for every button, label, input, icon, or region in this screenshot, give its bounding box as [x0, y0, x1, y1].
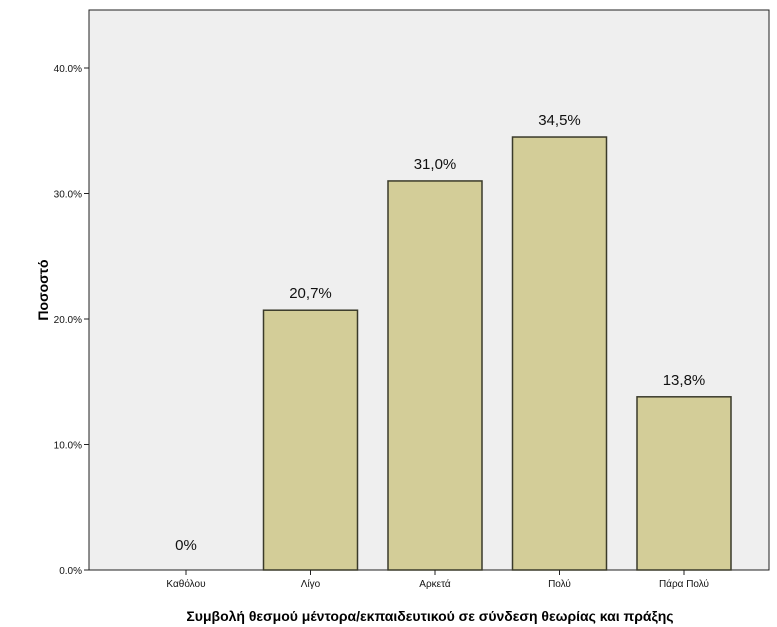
- bar: [636, 396, 732, 571]
- x-category-label: Καθόλου: [166, 578, 205, 590]
- data-label: 0%: [175, 537, 197, 554]
- y-tick-label: 20.0%: [54, 315, 82, 326]
- bar: [262, 309, 359, 571]
- bar: [387, 180, 483, 571]
- y-tick-label: 40.0%: [54, 64, 82, 75]
- data-labels: 0% 20,7% 31,0% 34,5% 13,8%: [175, 112, 705, 554]
- x-category-label: Λίγο: [301, 578, 321, 590]
- x-axis-category-labels: Καθόλου Λίγο Αρκετά Πολύ Πάρα Πολύ: [166, 570, 709, 590]
- data-label: 34,5%: [538, 112, 581, 129]
- x-category-label: Αρκετά: [419, 578, 451, 590]
- bars: [262, 136, 732, 571]
- y-axis-ticks: 0.0% 10.0% 20.0% 30.0% 40.0%: [54, 64, 89, 577]
- data-label: 13,8%: [663, 372, 706, 389]
- data-label: 20,7%: [289, 285, 332, 302]
- data-label: 31,0%: [414, 156, 457, 173]
- y-tick-label: 30.0%: [54, 190, 82, 201]
- x-category-label: Πάρα Πολύ: [659, 578, 709, 590]
- x-category-label: Πολύ: [548, 578, 571, 590]
- y-axis-title: Ποσοστό: [35, 259, 51, 320]
- y-tick-label: 0.0%: [59, 566, 82, 577]
- bar: [511, 136, 608, 571]
- x-axis-title: Συμβολή θεσμού μέντορα/εκπαιδευτικού σε …: [186, 608, 673, 624]
- y-tick-label: 10.0%: [54, 441, 82, 452]
